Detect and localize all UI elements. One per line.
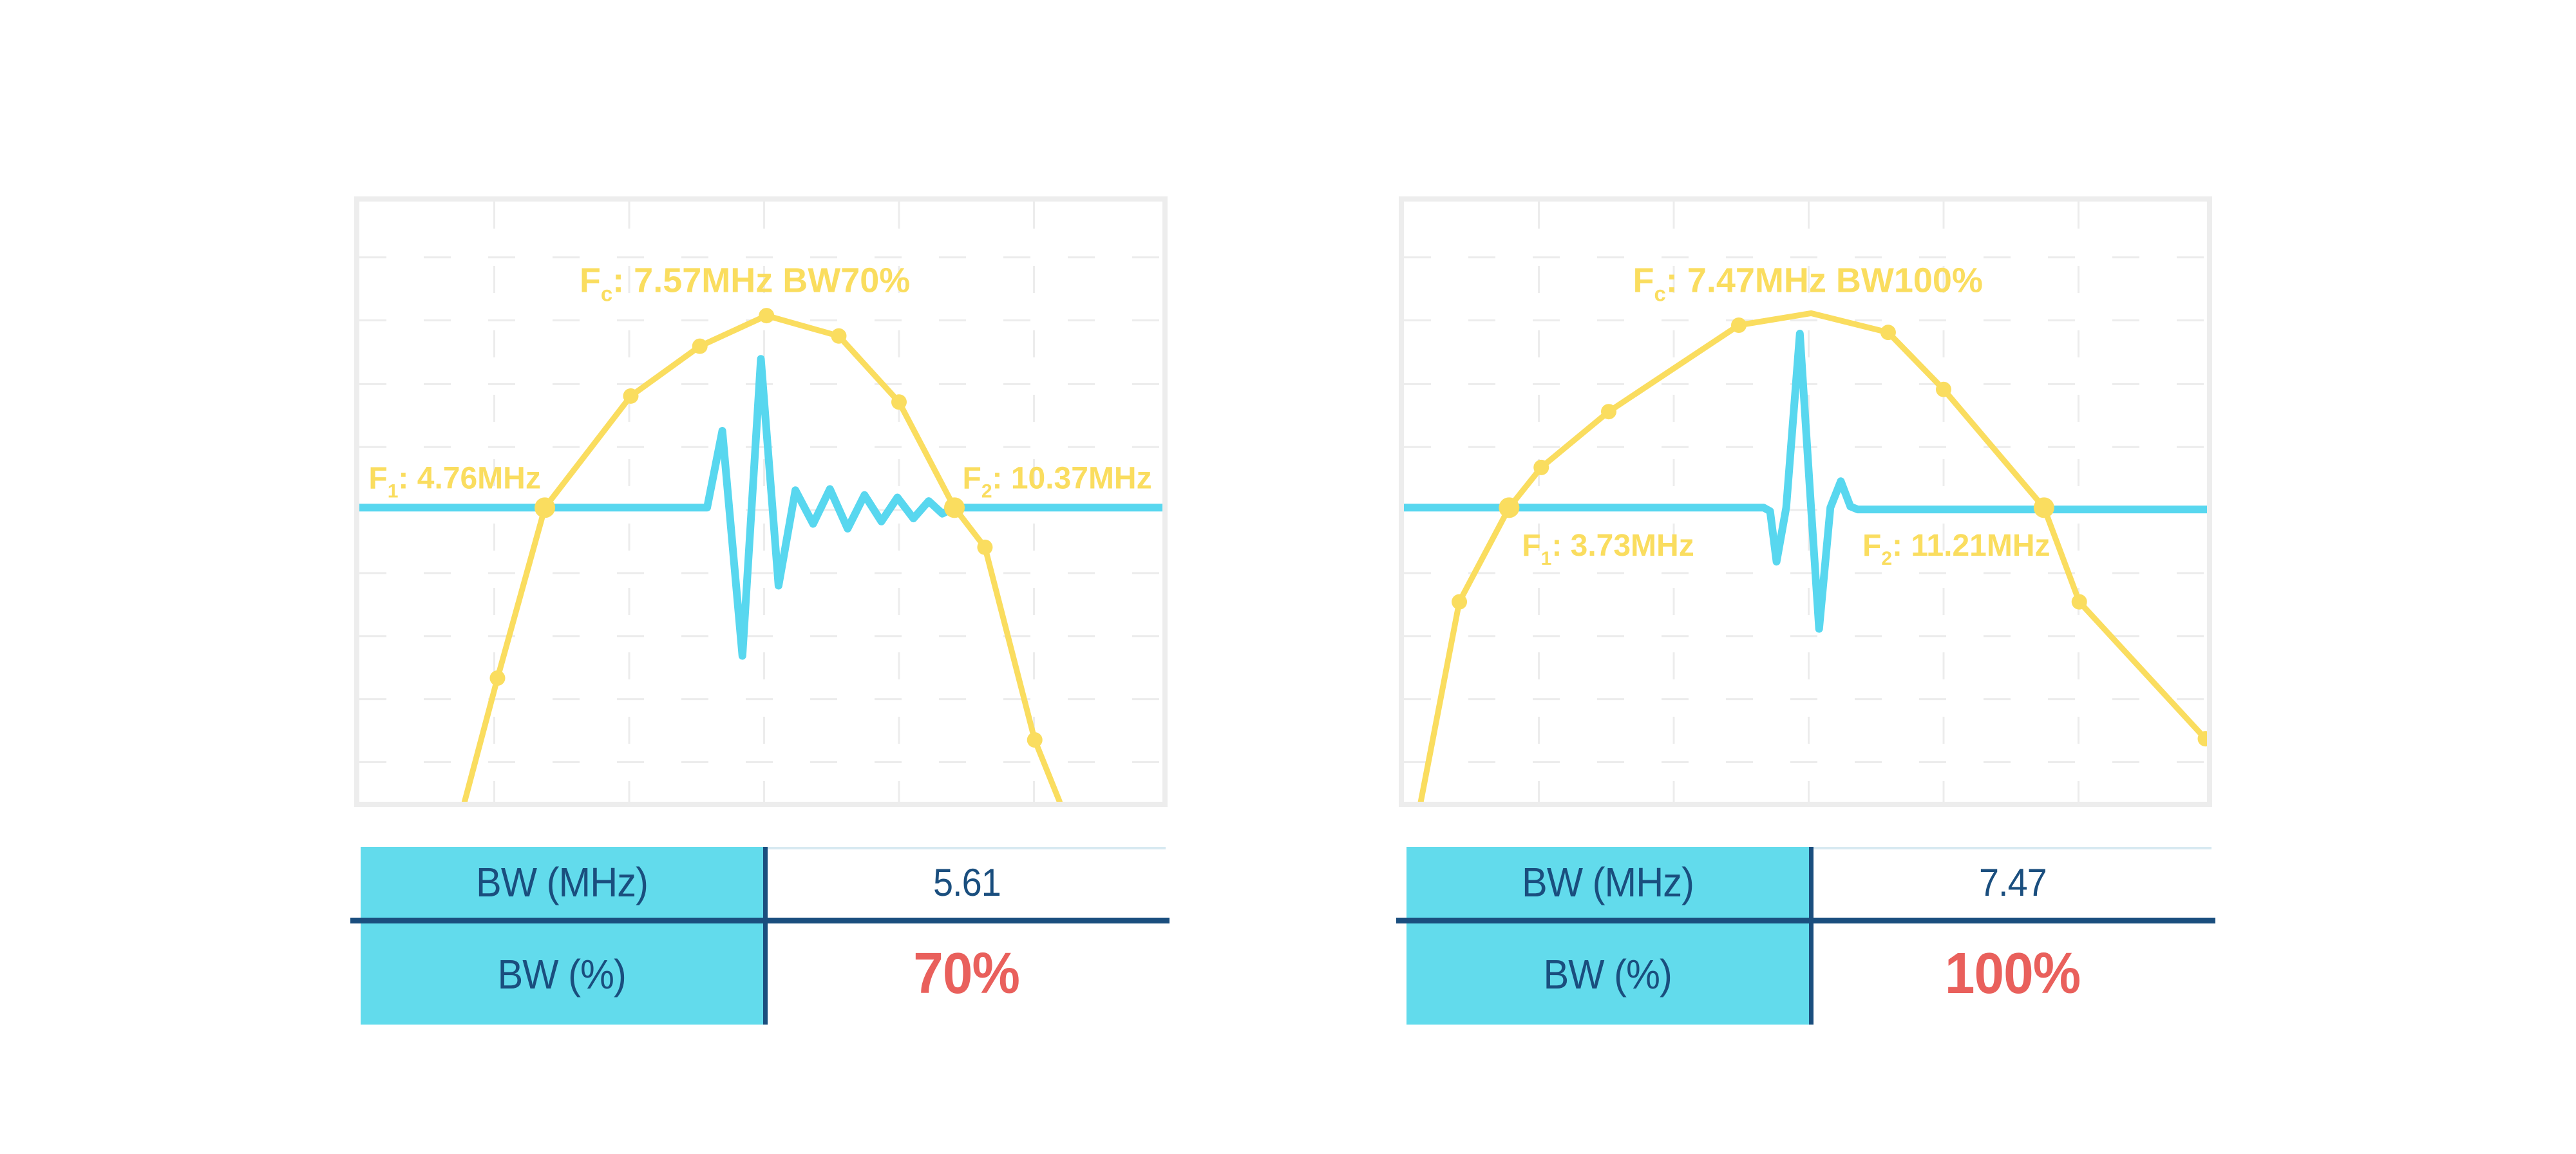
spectrum-curve xyxy=(1417,310,2207,802)
bw-pct-label-text: BW (%) xyxy=(497,951,627,998)
table-label-column-bg xyxy=(361,847,763,1025)
bw-table-bw70: BW (MHz) 5.61 BW (%) 70% xyxy=(350,847,1170,1025)
spectrum-marker-dot xyxy=(1935,381,1951,397)
spectrum-marker-dot xyxy=(1452,594,1468,610)
bw-pct-value: 70% xyxy=(768,923,1166,1025)
spectrum-marker-dot xyxy=(1600,404,1616,420)
spectrum-marker-dot xyxy=(831,328,847,344)
table-row-divider xyxy=(1396,918,2215,923)
spectrum-marker-dot xyxy=(1533,459,1549,475)
f2-label: F2: 11.21MHz xyxy=(1862,529,2050,569)
f1-label: F1: 4.76MHz xyxy=(368,461,540,502)
bw-pct-value: 100% xyxy=(1814,923,2211,1025)
table-column-divider xyxy=(1809,847,1814,1025)
bw-mhz-label-text: BW (MHz) xyxy=(476,859,649,905)
bw-mhz-value-text: 7.47 xyxy=(1978,860,2047,904)
chart-bw100: Fc: 7.47MHz BW100% F1: 3.73MHz F2: 11.21MH… xyxy=(1399,196,2212,807)
spectrum-marker-dot xyxy=(2071,594,2087,610)
spectrum-marker-dot xyxy=(977,539,993,555)
bw-mhz-label-text: BW (MHz) xyxy=(1522,859,1694,905)
table-row-divider xyxy=(350,918,1170,923)
bw-mhz-value: 7.47 xyxy=(1814,847,2211,918)
bw-mhz-label: BW (MHz) xyxy=(1406,847,1809,918)
center-frequency-label: Fc: 7.47MHz BW100% xyxy=(1633,261,1983,306)
frequency-marker-dot-large xyxy=(2033,497,2054,518)
bw-pct-label: BW (%) xyxy=(361,923,763,1025)
spectrum-marker-dot xyxy=(891,394,907,410)
bw-mhz-value-text: 5.61 xyxy=(933,860,1001,904)
frequency-marker-dot-large xyxy=(944,497,965,518)
f1-label: F1: 3.73MHz xyxy=(1522,529,1694,569)
table-top-border xyxy=(768,847,1166,849)
frequency-marker-dot-large xyxy=(535,497,556,518)
spectrum-curve xyxy=(461,312,1063,802)
bw-table-bw100: BW (MHz) 7.47 BW (%) 100% xyxy=(1396,847,2215,1025)
chart-bw100-svg: Fc: 7.47MHz BW100% F1: 3.73MHz F2: 11.21MH… xyxy=(1404,202,2207,802)
table-label-column-bg xyxy=(1406,847,1809,1025)
f2-label: F2: 10.37MHz xyxy=(962,461,1151,502)
table-column-divider xyxy=(763,847,768,1025)
bw-pct-label: BW (%) xyxy=(1406,923,1809,1025)
spectrum-marker-dot xyxy=(1880,325,1896,341)
chart-bw70-svg: Fc: 7.57MHz BW70% F1: 4.76MHz F2: 10.37MHz xyxy=(359,202,1162,802)
bw-pct-value-text: 70% xyxy=(913,941,1021,1006)
bw-pct-label-text: BW (%) xyxy=(1543,951,1672,998)
spectrum-marker-dot xyxy=(759,308,775,324)
spectrum-marker-dot xyxy=(2197,731,2207,747)
pulse-waveform xyxy=(359,355,1162,660)
spectrum-marker-dot xyxy=(1730,317,1747,333)
spectrum-marker-dot xyxy=(489,670,506,686)
spectrum-marker-dot xyxy=(1027,732,1043,748)
spectrum-marker-dot xyxy=(692,338,708,354)
table-top-border xyxy=(1814,847,2211,849)
pulse-waveform xyxy=(1404,330,2207,633)
spectrum-marker-dot xyxy=(623,388,639,404)
bw-mhz-label: BW (MHz) xyxy=(361,847,763,918)
bw-mhz-value: 5.61 xyxy=(768,847,1166,918)
chart-bw70: Fc: 7.57MHz BW70% F1: 4.76MHz F2: 10.37MHz xyxy=(354,196,1168,807)
center-frequency-label: Fc: 7.57MHz BW70% xyxy=(580,261,910,306)
bw-pct-value-text: 100% xyxy=(1944,941,2081,1006)
frequency-marker-dot-large xyxy=(1499,497,1520,518)
